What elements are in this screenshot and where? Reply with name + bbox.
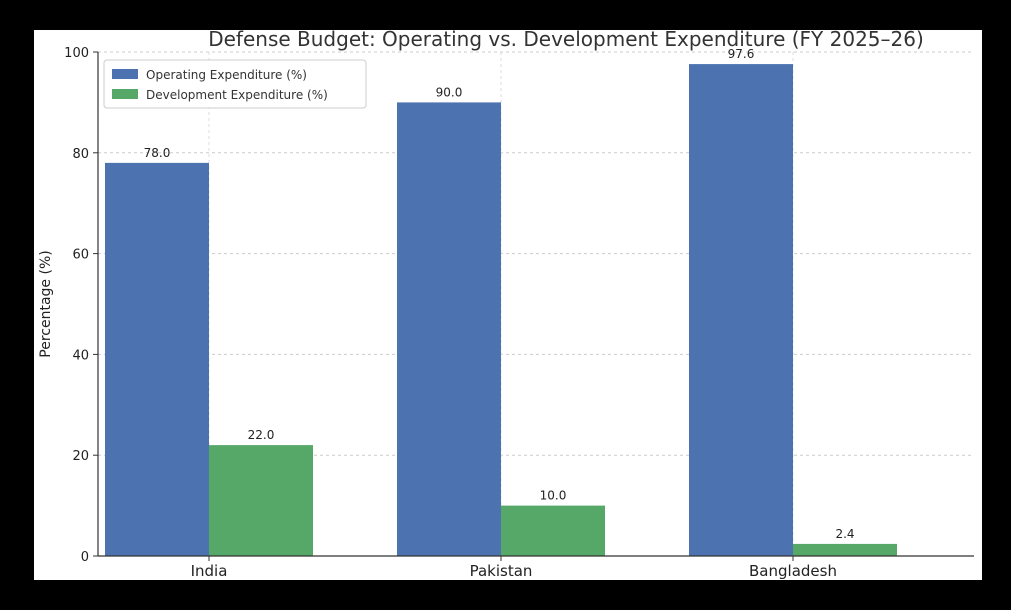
bar bbox=[793, 543, 897, 556]
chart-frame: 78.0 22.0 90.0 10.0 97.6 2.4 0 20 40 60 80 100 Indi… bbox=[34, 30, 982, 580]
bar bbox=[209, 445, 313, 556]
legend: Operating Expenditure (%) Development Exp… bbox=[103, 59, 367, 109]
bar-value-label: 90.0 bbox=[436, 85, 463, 99]
y-tick-label: 100 bbox=[64, 46, 89, 61]
y-tick-label: 20 bbox=[72, 449, 89, 464]
bar-chart: 78.0 22.0 90.0 10.0 97.6 2.4 0 20 40 60 80 100 Indi… bbox=[38, 30, 974, 580]
legend-label: Operating Expenditure (%) bbox=[146, 68, 307, 82]
bar-value-label: 97.6 bbox=[728, 47, 755, 61]
legend-swatch bbox=[112, 89, 138, 99]
bar-value-label: 78.0 bbox=[144, 146, 171, 160]
bar-value-label: 10.0 bbox=[540, 489, 567, 503]
bar bbox=[689, 64, 793, 556]
bar-value-label: 2.4 bbox=[835, 527, 854, 541]
chart-title: Defense Budget: Operating vs. Developmen… bbox=[208, 30, 924, 51]
legend-box bbox=[103, 59, 367, 109]
bar bbox=[501, 505, 605, 556]
bars: 78.0 22.0 90.0 10.0 97.6 2.4 bbox=[105, 47, 897, 557]
x-tick-label: India bbox=[191, 562, 228, 580]
y-tick-label: 0 bbox=[81, 550, 89, 565]
x-tick-label: Pakistan bbox=[470, 562, 533, 580]
x-tick-label: Bangladesh bbox=[749, 562, 837, 580]
y-tick-label: 40 bbox=[72, 348, 89, 363]
y-tick-label: 80 bbox=[72, 147, 89, 162]
bar bbox=[105, 162, 209, 556]
y-tick-label: 60 bbox=[72, 248, 89, 263]
legend-label: Development Expenditure (%) bbox=[146, 88, 328, 102]
bar bbox=[397, 102, 501, 557]
bar-value-label: 22.0 bbox=[248, 428, 275, 442]
axes: 0 20 40 60 80 100 India Pakistan Bangladesh bbox=[64, 46, 974, 580]
legend-swatch bbox=[112, 69, 138, 79]
y-axis-label: Percentage (%) bbox=[38, 250, 54, 357]
